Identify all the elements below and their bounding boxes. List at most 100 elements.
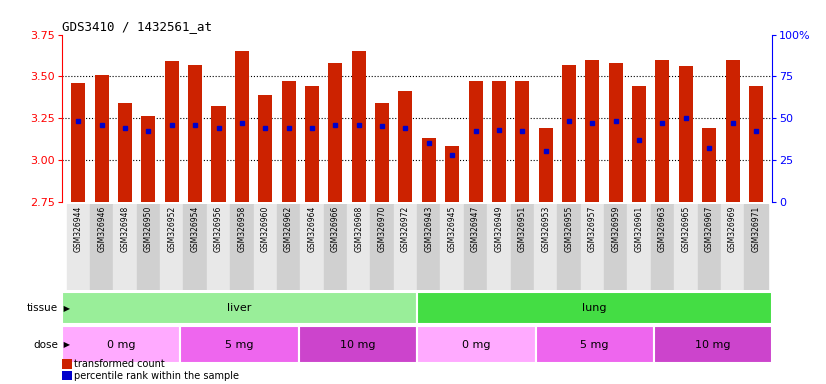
Bar: [62, 326, 180, 363]
Bar: [628, 204, 651, 290]
Bar: [352, 51, 366, 202]
Bar: [137, 204, 160, 290]
Bar: [398, 91, 412, 202]
Bar: [188, 65, 202, 202]
Text: GSM326948: GSM326948: [121, 206, 130, 252]
Text: transformed count: transformed count: [74, 359, 165, 369]
Bar: [394, 204, 417, 290]
Text: 0 mg: 0 mg: [107, 339, 135, 350]
Bar: [651, 204, 674, 290]
Bar: [445, 146, 459, 202]
Bar: [679, 66, 693, 202]
Text: GSM326962: GSM326962: [284, 206, 293, 252]
Bar: [282, 81, 296, 202]
Text: ▶: ▶: [61, 340, 70, 349]
Bar: [206, 204, 230, 290]
Bar: [492, 81, 506, 202]
Text: GSM326947: GSM326947: [471, 206, 480, 253]
Bar: [417, 204, 440, 290]
Bar: [632, 86, 646, 202]
Text: ▶: ▶: [61, 304, 70, 313]
Text: GDS3410 / 1432561_at: GDS3410 / 1432561_at: [62, 20, 212, 33]
Text: 10 mg: 10 mg: [340, 339, 376, 350]
Bar: [347, 204, 370, 290]
Text: GSM326954: GSM326954: [191, 206, 200, 253]
Bar: [749, 86, 763, 202]
Text: GSM326958: GSM326958: [237, 206, 246, 252]
Bar: [62, 292, 417, 324]
Bar: [417, 326, 535, 363]
Bar: [235, 51, 249, 202]
Text: GSM326949: GSM326949: [495, 206, 503, 253]
Bar: [422, 138, 436, 202]
Bar: [67, 204, 90, 290]
Bar: [468, 81, 482, 202]
Bar: [609, 63, 623, 202]
Text: lung: lung: [582, 303, 607, 313]
Bar: [113, 204, 137, 290]
Bar: [539, 128, 553, 202]
Bar: [375, 103, 389, 202]
Bar: [581, 204, 604, 290]
Bar: [562, 65, 576, 202]
Text: GSM326956: GSM326956: [214, 206, 223, 253]
Bar: [141, 116, 155, 202]
Text: GSM326955: GSM326955: [564, 206, 573, 253]
Bar: [277, 204, 301, 290]
Bar: [487, 204, 510, 290]
Text: 5 mg: 5 mg: [225, 339, 254, 350]
Bar: [71, 83, 85, 202]
Text: 0 mg: 0 mg: [462, 339, 491, 350]
Text: GSM326952: GSM326952: [168, 206, 176, 252]
Text: GSM326957: GSM326957: [588, 206, 597, 253]
Bar: [656, 60, 670, 202]
Bar: [721, 204, 744, 290]
Text: GSM326945: GSM326945: [448, 206, 457, 253]
Text: dose: dose: [33, 339, 58, 350]
Text: liver: liver: [227, 303, 252, 313]
Text: GSM326953: GSM326953: [541, 206, 550, 253]
Bar: [259, 95, 273, 202]
Text: GSM326972: GSM326972: [401, 206, 410, 252]
Bar: [370, 204, 394, 290]
Bar: [702, 128, 716, 202]
Bar: [299, 326, 417, 363]
Bar: [324, 204, 347, 290]
Text: GSM326944: GSM326944: [74, 206, 83, 253]
Text: GSM326959: GSM326959: [611, 206, 620, 253]
Text: GSM326963: GSM326963: [658, 206, 667, 253]
Text: GSM326951: GSM326951: [518, 206, 527, 252]
Text: GSM326969: GSM326969: [728, 206, 737, 253]
Bar: [254, 204, 277, 290]
Bar: [725, 60, 739, 202]
Bar: [515, 81, 529, 202]
Text: GSM326960: GSM326960: [261, 206, 270, 253]
Text: percentile rank within the sample: percentile rank within the sample: [74, 371, 240, 381]
Bar: [535, 326, 654, 363]
Bar: [744, 204, 767, 290]
Bar: [305, 86, 319, 202]
Bar: [211, 106, 225, 202]
Text: GSM326946: GSM326946: [97, 206, 107, 253]
Bar: [586, 60, 600, 202]
Text: GSM326961: GSM326961: [634, 206, 643, 252]
Text: GSM326970: GSM326970: [377, 206, 387, 253]
Text: GSM326968: GSM326968: [354, 206, 363, 252]
Bar: [180, 326, 299, 363]
Bar: [95, 74, 109, 202]
Bar: [118, 103, 132, 202]
Bar: [604, 204, 628, 290]
Bar: [160, 204, 183, 290]
Bar: [301, 204, 324, 290]
Bar: [164, 61, 178, 202]
Bar: [510, 204, 534, 290]
Text: GSM326950: GSM326950: [144, 206, 153, 253]
Bar: [440, 204, 464, 290]
Text: tissue: tissue: [26, 303, 58, 313]
Text: GSM326966: GSM326966: [331, 206, 339, 253]
Bar: [328, 63, 342, 202]
Bar: [90, 204, 113, 290]
Text: 10 mg: 10 mg: [695, 339, 731, 350]
Bar: [654, 326, 772, 363]
Bar: [697, 204, 721, 290]
